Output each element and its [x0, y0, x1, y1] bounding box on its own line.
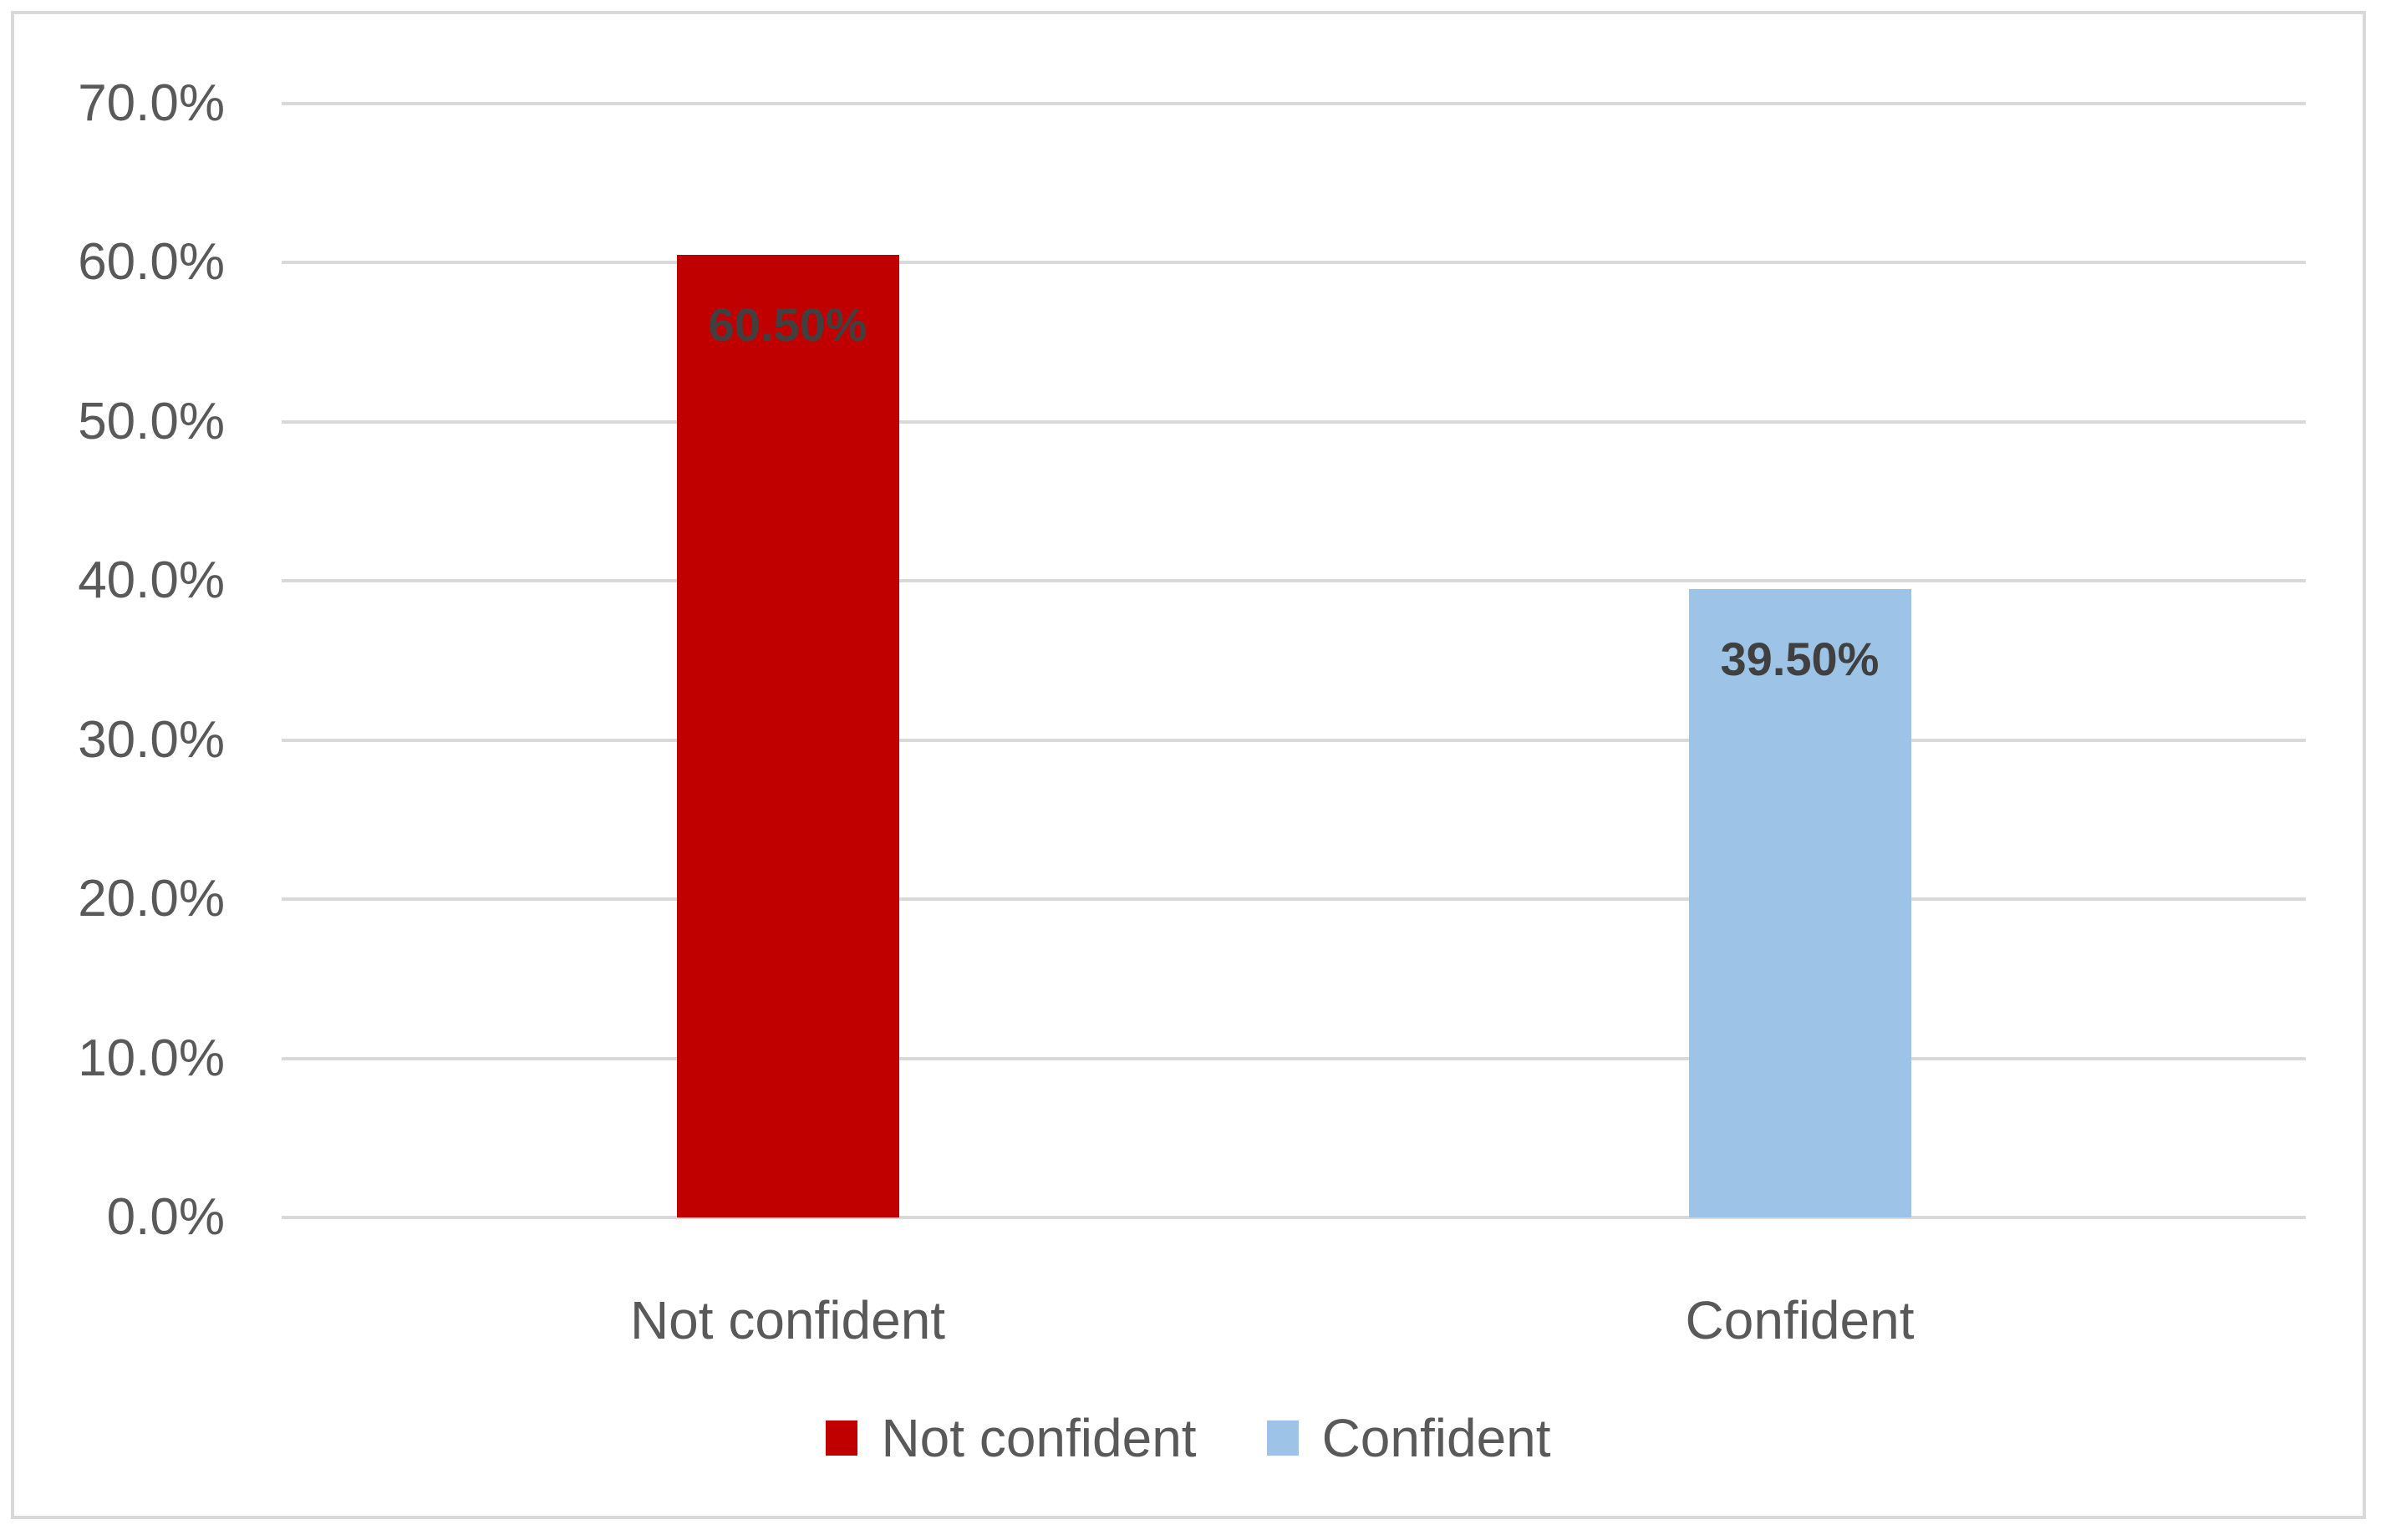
data-label-not-confident: 60.50% — [708, 297, 867, 351]
y-tick-label: 20.0% — [78, 870, 225, 928]
legend-item-confident: Confident — [1266, 1408, 1551, 1468]
gridline — [282, 579, 2306, 583]
x-category-label-not-confident: Not confident — [629, 1290, 946, 1350]
chart-frame: 60.50% 39.50% 0.0% 10.0% 20.0% 30.0% 40.0% 50.… — [11, 11, 2366, 1519]
legend-swatch-confident — [1266, 1421, 1299, 1456]
data-label-confident: 39.50% — [1720, 632, 1880, 685]
y-axis-tick-labels: 0.0% 10.0% 20.0% 30.0% 40.0% 50.0% 60.0% 70.0% — [14, 78, 225, 1243]
legend-swatch-not-confident — [826, 1421, 858, 1456]
gridline — [282, 419, 2306, 424]
gridline — [282, 897, 2306, 902]
y-tick-label: 50.0% — [78, 392, 225, 450]
gridline — [282, 102, 2306, 105]
legend-label: Not confident — [881, 1408, 1197, 1468]
gridline — [282, 261, 2306, 265]
y-tick-label: 0.0% — [106, 1188, 225, 1246]
x-axis-line — [282, 1216, 2306, 1219]
x-category-label-confident: Confident — [1685, 1290, 1915, 1350]
bar-not-confident: 60.50% — [676, 254, 899, 1217]
gridline — [282, 738, 2306, 742]
plot-area: 60.50% 39.50% — [282, 102, 2306, 1219]
bar-confident: 39.50% — [1688, 588, 1911, 1217]
gridline — [282, 1056, 2306, 1060]
y-tick-label: 70.0% — [78, 74, 225, 132]
chart-legend: Not confident Confident — [14, 1408, 2363, 1468]
x-axis-category-labels: Not confident Confident — [282, 1290, 2306, 1357]
y-tick-label: 30.0% — [78, 710, 225, 769]
y-tick-label: 60.0% — [78, 233, 225, 292]
y-tick-label: 40.0% — [78, 551, 225, 610]
legend-label: Confident — [1321, 1408, 1551, 1468]
y-tick-label: 10.0% — [78, 1029, 225, 1087]
legend-item-not-confident: Not confident — [826, 1408, 1197, 1468]
